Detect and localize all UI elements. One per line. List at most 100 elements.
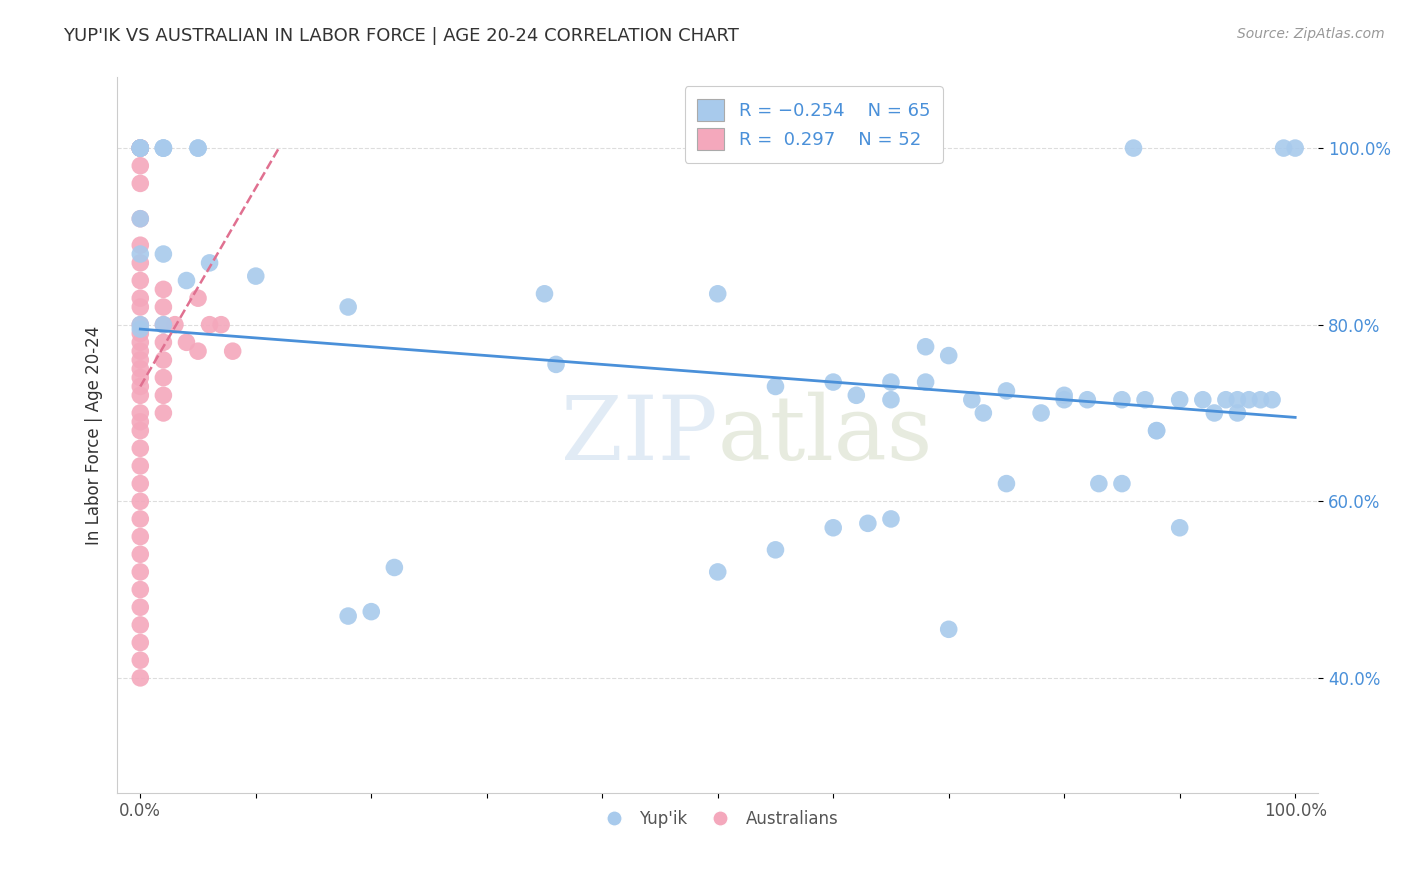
Y-axis label: In Labor Force | Age 20-24: In Labor Force | Age 20-24 [86, 326, 103, 545]
Point [152, 282, 174, 296]
Legend: Yup'ik, Australians: Yup'ik, Australians [591, 803, 845, 834]
Point [1122, 141, 1144, 155]
Point [129, 141, 152, 155]
Point [129, 512, 152, 526]
Point [129, 653, 152, 667]
Point [129, 476, 152, 491]
Point [995, 476, 1018, 491]
Point [129, 318, 152, 332]
Point [187, 141, 209, 155]
Point [152, 370, 174, 384]
Point [152, 318, 174, 332]
Point [880, 392, 903, 407]
Point [129, 177, 152, 191]
Point [938, 622, 960, 636]
Point [823, 375, 845, 389]
Point [129, 415, 152, 429]
Point [129, 273, 152, 287]
Point [176, 273, 198, 287]
Point [995, 384, 1018, 398]
Point [129, 141, 152, 155]
Point [544, 358, 567, 372]
Point [845, 388, 868, 402]
Point [129, 291, 152, 305]
Point [938, 349, 960, 363]
Point [765, 379, 787, 393]
Point [129, 318, 152, 332]
Point [187, 344, 209, 359]
Point [1146, 424, 1168, 438]
Point [152, 141, 174, 155]
Point [880, 375, 903, 389]
Point [129, 370, 152, 384]
Point [129, 141, 152, 155]
Point [533, 286, 555, 301]
Point [337, 609, 360, 624]
Point [152, 335, 174, 350]
Point [1226, 392, 1249, 407]
Point [129, 442, 152, 456]
Point [1284, 141, 1306, 155]
Point [129, 141, 152, 155]
Point [129, 600, 152, 615]
Point [1076, 392, 1098, 407]
Point [1168, 521, 1191, 535]
Point [337, 300, 360, 314]
Point [129, 141, 152, 155]
Point [129, 256, 152, 270]
Point [129, 141, 152, 155]
Point [1053, 392, 1076, 407]
Point [1111, 476, 1133, 491]
Point [129, 582, 152, 597]
Point [856, 516, 879, 531]
Point [914, 340, 936, 354]
Point [129, 300, 152, 314]
Point [1204, 406, 1226, 420]
Point [163, 318, 186, 332]
Point [152, 141, 174, 155]
Point [129, 326, 152, 341]
Point [129, 406, 152, 420]
Point [187, 291, 209, 305]
Point [129, 238, 152, 252]
Point [152, 353, 174, 368]
Point [152, 300, 174, 314]
Point [1088, 476, 1111, 491]
Point [129, 458, 152, 473]
Text: Source: ZipAtlas.com: Source: ZipAtlas.com [1237, 27, 1385, 41]
Point [129, 353, 152, 368]
Point [152, 388, 174, 402]
Point [1191, 392, 1213, 407]
Point [129, 618, 152, 632]
Point [129, 424, 152, 438]
Point [1226, 406, 1249, 420]
Point [129, 344, 152, 359]
Point [129, 141, 152, 155]
Point [221, 344, 243, 359]
Point [960, 392, 983, 407]
Point [129, 211, 152, 226]
Point [880, 512, 903, 526]
Point [1250, 392, 1272, 407]
Point [129, 379, 152, 393]
Point [198, 318, 221, 332]
Text: atlas: atlas [717, 392, 934, 479]
Point [1111, 392, 1133, 407]
Point [129, 565, 152, 579]
Point [129, 361, 152, 376]
Point [1133, 392, 1156, 407]
Point [187, 141, 209, 155]
Point [245, 269, 267, 284]
Point [129, 335, 152, 350]
Point [1272, 141, 1295, 155]
Point [972, 406, 994, 420]
Point [765, 542, 787, 557]
Point [382, 560, 405, 574]
Point [1168, 392, 1191, 407]
Point [129, 530, 152, 544]
Point [1146, 424, 1168, 438]
Point [129, 494, 152, 508]
Point [129, 671, 152, 685]
Point [129, 322, 152, 336]
Point [1261, 392, 1284, 407]
